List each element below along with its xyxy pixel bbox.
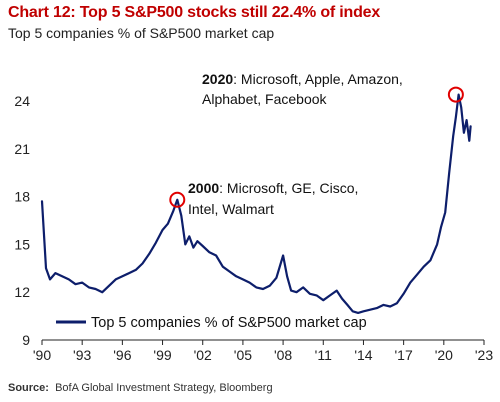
y-tick-label-15: 15 bbox=[14, 236, 30, 252]
annotation-2000-companies-1: : Microsoft, GE, Cisco, bbox=[219, 180, 358, 196]
annotation-2020-line1: 2020: Microsoft, Apple, Amazon, bbox=[202, 71, 403, 87]
y-tick-label-18: 18 bbox=[14, 189, 30, 205]
source-note: Source: BofA Global Investment Strategy,… bbox=[8, 382, 273, 394]
x-tick-label-2014: '14 bbox=[354, 347, 372, 363]
x-tick-label-2023: '23 bbox=[475, 347, 493, 363]
x-tick-label-2002: '02 bbox=[194, 347, 212, 363]
y-tick-label-24: 24 bbox=[14, 93, 30, 109]
legend-label: Top 5 companies % of S&P500 market cap bbox=[91, 315, 367, 331]
annotation-2000-line1: 2000: Microsoft, GE, Cisco, bbox=[188, 180, 358, 196]
x-tick-label-2017: '17 bbox=[395, 347, 413, 363]
x-axis: '90 '93 '96 '99 '02 '05 '08 '11 '14 '17 '20 '23 bbox=[33, 339, 493, 363]
x-tick-label-1990: '90 bbox=[33, 347, 51, 363]
x-tick-label-2011: '11 bbox=[315, 347, 332, 363]
x-tick-label-2020: '20 bbox=[435, 347, 453, 363]
annotation-2000-year: 2000 bbox=[188, 180, 219, 196]
annotation-2000-line2: Intel, Walmart bbox=[188, 201, 274, 217]
y-tick-label-9: 9 bbox=[22, 332, 30, 348]
y-tick-label-21: 21 bbox=[14, 141, 30, 157]
series-line-0 bbox=[40, 93, 472, 314]
y-axis-ticks: 9 12 15 18 21 24 bbox=[14, 93, 30, 348]
x-tick-label-1999: '99 bbox=[153, 347, 171, 363]
source-text: BofA Global Investment Strategy, Bloombe… bbox=[55, 382, 273, 394]
source-label: Source: bbox=[8, 382, 49, 394]
annotation-2020-year: 2020 bbox=[202, 71, 233, 87]
marker-2020-peak bbox=[447, 86, 464, 103]
x-tick-label-1993: '93 bbox=[73, 347, 91, 363]
marker-2000-peak bbox=[169, 191, 186, 208]
x-tick-label-2008: '08 bbox=[274, 347, 292, 363]
chart-subtitle: Top 5 companies % of S&P500 market cap bbox=[8, 25, 275, 41]
x-tick-label-2005: '05 bbox=[234, 347, 252, 363]
annotations: 2020: Microsoft, Apple, Amazon, Alphabet… bbox=[169, 71, 464, 217]
x-tick-label-1996: '96 bbox=[113, 347, 131, 363]
series-lines bbox=[40, 93, 472, 314]
annotation-2020-line2: Alphabet, Facebook bbox=[202, 91, 328, 107]
annotation-2020-companies-1: : Microsoft, Apple, Amazon, bbox=[233, 71, 403, 87]
y-tick-label-12: 12 bbox=[14, 284, 30, 300]
legend-background bbox=[52, 310, 314, 334]
chart-title: Chart 12: Top 5 S&P500 stocks still 22.4… bbox=[8, 4, 381, 21]
legend: Top 5 companies % of S&P500 market cap bbox=[52, 310, 367, 334]
